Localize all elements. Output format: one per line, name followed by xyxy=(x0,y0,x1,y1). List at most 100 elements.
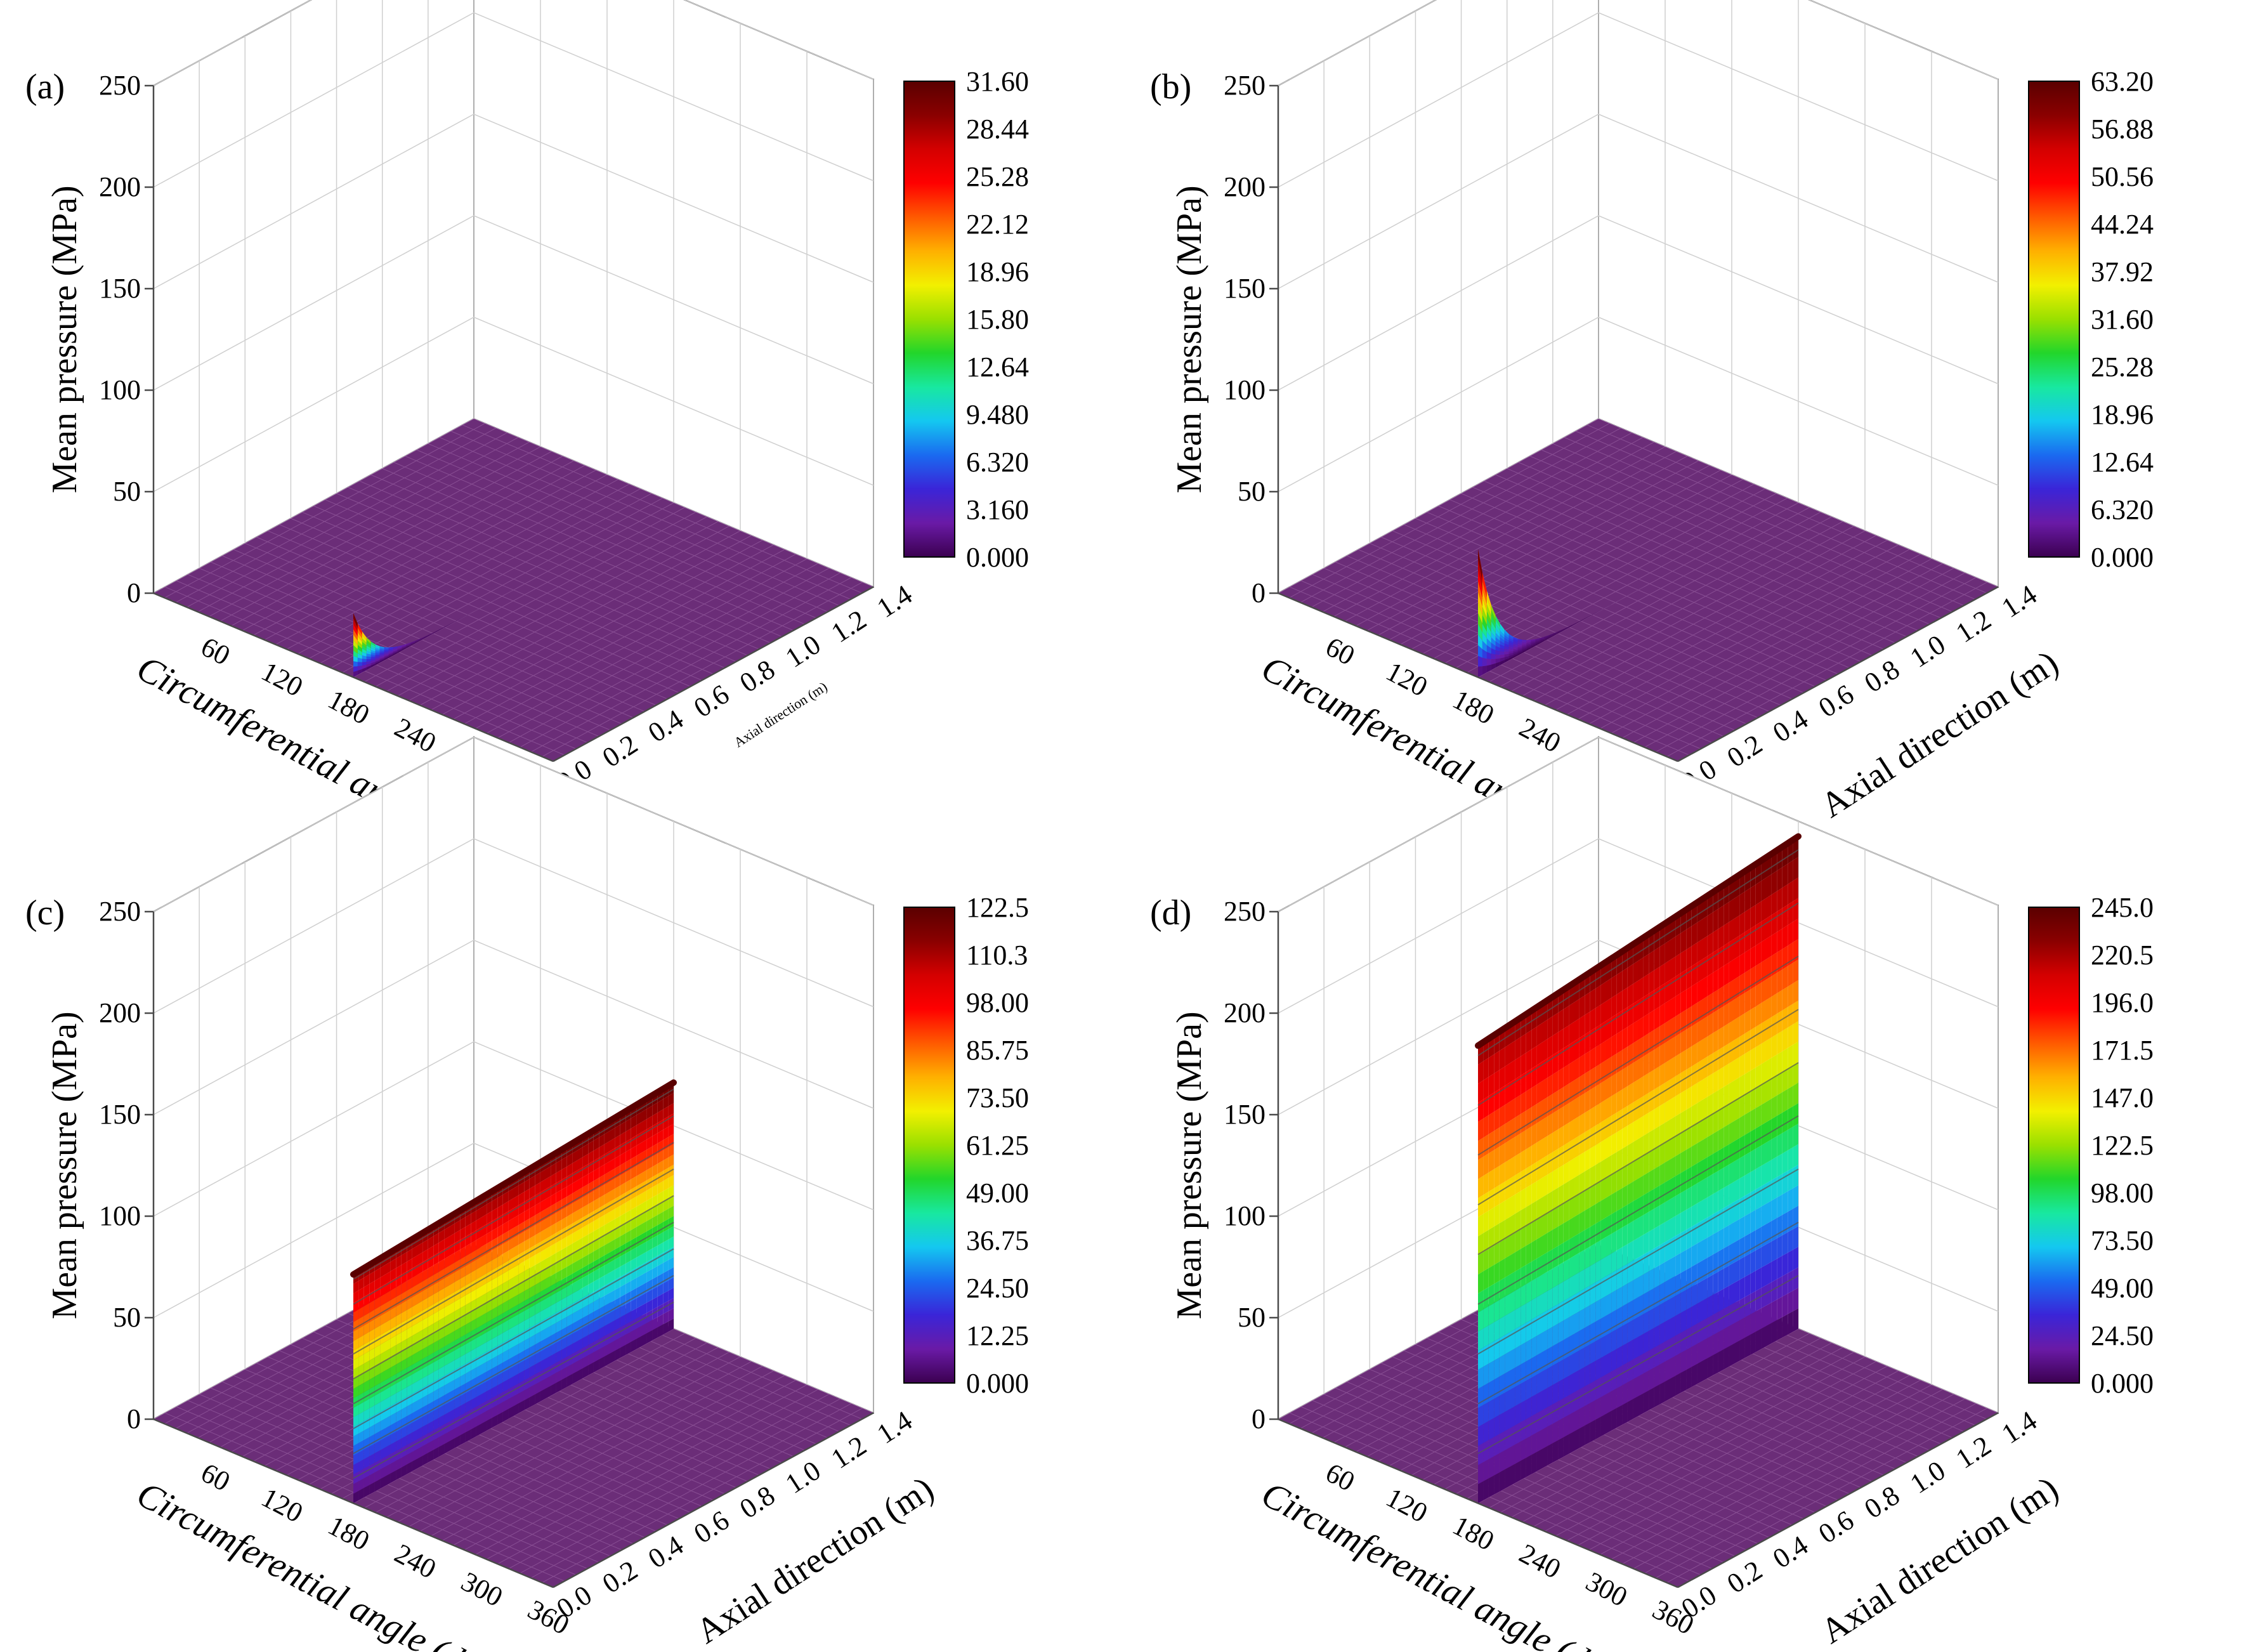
wall-patch xyxy=(1680,969,1687,993)
wall-patch xyxy=(369,1271,375,1284)
wall-patch xyxy=(1771,1157,1777,1181)
wall-patch xyxy=(1536,1371,1542,1394)
wall-patch xyxy=(641,1170,647,1184)
wall-patch xyxy=(1793,1000,1798,1025)
wall-patch xyxy=(438,1288,445,1301)
wall-patch xyxy=(1638,1294,1644,1317)
wall-patch xyxy=(1686,1166,1692,1190)
wall-patch xyxy=(1478,1080,1484,1103)
wall-patch xyxy=(1579,1210,1585,1233)
wall-patch xyxy=(1574,1057,1580,1080)
wall-patch xyxy=(1638,1016,1644,1040)
wall-patch xyxy=(476,1394,481,1407)
wall-patch xyxy=(1499,1143,1505,1166)
wall-patch xyxy=(610,1351,615,1364)
wall-patch xyxy=(1606,1391,1612,1414)
wall-patch xyxy=(396,1409,402,1422)
wall-patch xyxy=(1595,1358,1601,1380)
spike-patch xyxy=(1561,629,1566,632)
spike-patch xyxy=(1544,638,1549,641)
wall-patch xyxy=(1590,1125,1596,1149)
spike-patch xyxy=(375,659,380,662)
z-tick-label: 50 xyxy=(113,1302,141,1333)
wall-patch xyxy=(1616,1385,1623,1408)
colorbar-label: 37.92 xyxy=(2091,256,2154,287)
wall-patch xyxy=(1483,1268,1489,1290)
wall-patch xyxy=(1686,966,1692,990)
wall-patch xyxy=(1531,1046,1537,1069)
wall-patch xyxy=(380,1370,386,1384)
spike-patch xyxy=(419,637,424,639)
wall-patch xyxy=(476,1345,481,1358)
wall-patch xyxy=(492,1395,498,1408)
wall-patch xyxy=(1777,1092,1782,1116)
wall-patch xyxy=(433,1282,439,1295)
spike-patch xyxy=(402,647,407,650)
wall-patch xyxy=(1552,1090,1559,1113)
wall-patch xyxy=(1718,1208,1724,1231)
wall-patch xyxy=(610,1239,615,1253)
wall-patch xyxy=(1483,1191,1489,1214)
wall-patch xyxy=(1510,1271,1515,1294)
spike-patch xyxy=(1640,586,1645,589)
spike-patch xyxy=(1486,631,1491,643)
wall-patch xyxy=(1552,1148,1559,1172)
spike-patch xyxy=(1513,636,1518,640)
wall-patch xyxy=(668,1103,674,1117)
wall-patch xyxy=(1771,1013,1777,1038)
wall-patch xyxy=(599,1346,605,1360)
wall-patch xyxy=(1723,1306,1729,1330)
wall-patch xyxy=(663,1280,669,1294)
wall-patch xyxy=(668,1318,674,1332)
wall-patch xyxy=(1793,1205,1798,1229)
wall-patch xyxy=(625,1311,631,1325)
wall-patch xyxy=(604,1131,610,1144)
wall-patch xyxy=(1558,1223,1564,1246)
wall-patch xyxy=(385,1386,391,1400)
wall-patch xyxy=(1579,1073,1585,1097)
colorbar: 31.6028.4425.2822.1218.9615.8012.649.480… xyxy=(903,66,1029,573)
wall-patch xyxy=(444,1402,450,1415)
spike-patch xyxy=(1500,630,1505,638)
wall-patch xyxy=(1595,1417,1601,1439)
wall-patch xyxy=(1510,1040,1515,1063)
wall-patch xyxy=(625,1179,631,1193)
wall-patch xyxy=(1744,1334,1751,1358)
spike-patch xyxy=(1526,639,1531,641)
wall-patch xyxy=(1665,1039,1670,1063)
wall-patch xyxy=(1739,1195,1745,1219)
wall-patch xyxy=(1585,1344,1590,1367)
wall-patch xyxy=(535,1381,540,1394)
wall-patch xyxy=(1590,1047,1596,1070)
wall-patch xyxy=(657,1130,664,1144)
wall-patch xyxy=(1622,1264,1628,1287)
wall-patch xyxy=(428,1411,434,1424)
wall-patch xyxy=(1739,1297,1745,1321)
wall-patch xyxy=(1542,1252,1548,1275)
wall-patch xyxy=(460,1373,466,1387)
spike-patch xyxy=(370,652,376,655)
y-tick-label: 0.4 xyxy=(643,704,689,749)
wall-patch xyxy=(546,1176,551,1190)
spike-patch xyxy=(1579,619,1584,622)
spike-patch xyxy=(419,638,424,641)
spike-patch xyxy=(357,665,362,671)
wall-patch xyxy=(1788,1270,1793,1294)
wall-patch xyxy=(1483,1325,1489,1348)
wall-patch xyxy=(556,1160,562,1173)
spike-patch xyxy=(468,612,473,615)
wall-patch xyxy=(363,1398,370,1412)
wall-patch xyxy=(1729,1283,1734,1306)
wall-patch xyxy=(615,1337,620,1351)
wall-patch xyxy=(1707,1013,1713,1037)
wall-patch xyxy=(1643,1152,1649,1176)
wall-patch xyxy=(1729,1181,1734,1205)
z-tick-label: 50 xyxy=(113,476,141,507)
mesh-line xyxy=(1381,537,1781,706)
wall-patch xyxy=(1483,1439,1489,1462)
wall-patch xyxy=(1686,1367,1692,1390)
wall-patch xyxy=(358,1488,364,1500)
wall-patch xyxy=(646,1289,653,1303)
spike-patch xyxy=(375,661,380,665)
wall-patch xyxy=(1729,959,1734,983)
